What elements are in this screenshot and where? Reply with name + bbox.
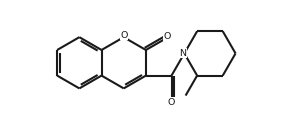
Text: O: O [168,98,175,107]
Text: O: O [164,32,171,41]
Text: N: N [180,49,186,58]
Text: O: O [120,31,127,40]
